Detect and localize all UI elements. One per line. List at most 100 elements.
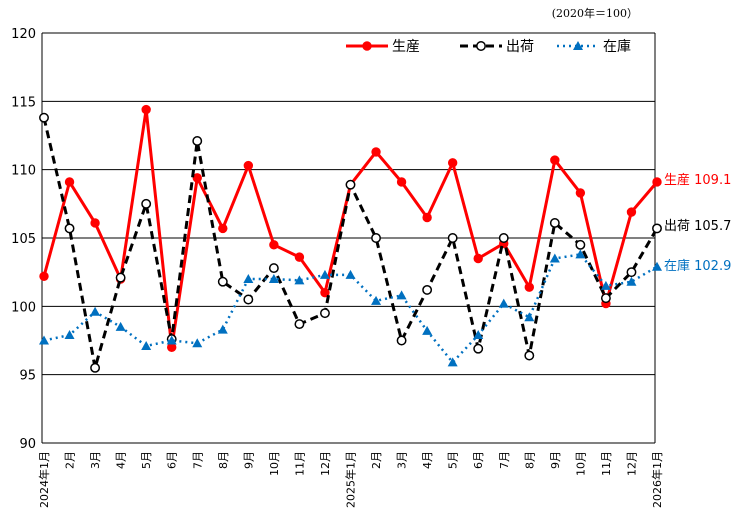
data-point-在庫 — [243, 274, 254, 283]
x-tick-label: 8月 — [217, 451, 230, 469]
series-line-出荷 — [42, 117, 659, 370]
data-point-在庫 — [473, 330, 484, 340]
data-point-在庫 — [115, 321, 126, 331]
x-tick-label: 10月 — [268, 451, 281, 476]
data-point-在庫 — [192, 338, 203, 348]
data-point-生産 — [371, 147, 381, 157]
x-tick-label: 9月 — [549, 451, 562, 469]
data-point-在庫 — [294, 275, 305, 285]
data-point-在庫 — [396, 290, 407, 300]
data-point-生産 — [422, 212, 432, 223]
x-tick-label: 7月 — [498, 451, 511, 469]
y-tick-label: 90 — [19, 437, 36, 452]
x-tick-label: 3月 — [396, 451, 409, 469]
data-point-生産 — [294, 252, 305, 262]
data-point-出荷 — [447, 233, 458, 243]
data-point-出荷 — [192, 136, 203, 146]
legend-marker-生産 — [362, 41, 372, 51]
data-point-生産 — [524, 282, 534, 292]
data-point-在庫 — [575, 249, 586, 259]
y-tick-label: 115 — [11, 95, 36, 110]
data-point-在庫 — [422, 325, 433, 335]
data-point-生産 — [39, 271, 49, 281]
data-point-生産 — [396, 177, 407, 187]
data-point-在庫 — [64, 330, 75, 340]
data-point-出荷 — [64, 223, 75, 234]
data-point-在庫 — [626, 276, 637, 286]
x-tick-label: 6月 — [472, 451, 485, 469]
end-labels: 生産 109.1 出荷 105.7 在庫 102.9 — [664, 172, 731, 274]
data-point-在庫 — [268, 274, 279, 283]
x-tick-label: 9月 — [242, 451, 255, 469]
data-point-在庫 — [319, 269, 330, 279]
data-point-出荷 — [600, 293, 611, 304]
data-point-生産 — [550, 155, 560, 165]
data-point-出荷 — [115, 272, 126, 283]
legend-label-在庫: 在庫 — [603, 38, 631, 55]
data-point-生産 — [90, 218, 100, 228]
legend-marker-在庫 — [573, 41, 583, 50]
base-year-note: (2020年＝100） — [552, 6, 638, 20]
grid-lines — [41, 32, 656, 444]
data-point-在庫 — [498, 298, 509, 308]
data-point-出荷 — [243, 294, 254, 305]
data-point-出荷 — [549, 218, 560, 228]
data-point-出荷 — [90, 362, 101, 373]
x-tick-label: 8月 — [523, 451, 536, 469]
y-tick-label: 110 — [11, 164, 36, 179]
data-point-出荷 — [396, 335, 407, 346]
legend: 生産 出荷 在庫 — [346, 38, 631, 55]
x-tick-label: 6月 — [166, 451, 179, 469]
data-point-生産 — [141, 104, 151, 115]
data-point-出荷 — [422, 284, 433, 295]
data-point-出荷 — [345, 179, 356, 190]
data-point-出荷 — [320, 308, 330, 319]
data-point-出荷 — [626, 267, 637, 278]
data-point-出荷 — [39, 112, 49, 123]
data-point-出荷 — [498, 233, 509, 243]
data-point-生産 — [243, 160, 254, 171]
data-point-出荷 — [371, 233, 381, 243]
x-tick-label: 7月 — [191, 451, 204, 469]
legend-label-出荷: 出荷 — [506, 39, 534, 55]
y-tick-label: 100 — [11, 300, 36, 315]
data-point-出荷 — [294, 319, 305, 330]
data-point-出荷 — [217, 276, 228, 287]
end-label-在庫: 在庫 102.9 — [664, 259, 731, 274]
data-point-在庫 — [166, 335, 177, 345]
data-point-在庫 — [371, 295, 382, 305]
y-tick-label: 120 — [11, 27, 36, 42]
data-point-在庫 — [524, 312, 535, 322]
data-point-在庫 — [652, 261, 662, 271]
x-tick-label: 2026年1月 — [650, 451, 664, 508]
end-label-出荷: 出荷 105.7 — [664, 219, 731, 234]
data-point-生産 — [652, 177, 662, 187]
x-tick-label: 11月 — [293, 451, 306, 476]
data-point-在庫 — [90, 306, 101, 316]
data-point-在庫 — [141, 340, 152, 350]
data-point-在庫 — [549, 253, 560, 263]
data-point-生産 — [320, 287, 330, 298]
x-axis: 2024年1月 2月 3月 4月 5月 6月 7月 8月 9月 10月 11月 12月 2025年1月 2… — [37, 451, 664, 508]
data-point-生産 — [473, 253, 483, 264]
x-tick-label: 3月 — [89, 451, 102, 469]
data-point-生産 — [447, 158, 458, 168]
x-tick-label: 2025年1月 — [344, 451, 358, 508]
legend-label-生産: 生産 — [392, 39, 420, 55]
data-point-生産 — [64, 177, 75, 187]
end-label-生産: 生産 109.1 — [664, 172, 731, 188]
x-tick-label: 11月 — [600, 451, 613, 476]
data-point-出荷 — [141, 198, 152, 209]
legend-marker-出荷 — [476, 41, 486, 51]
data-point-在庫 — [345, 269, 356, 279]
y-tick-label: 105 — [11, 232, 36, 247]
data-point-出荷 — [575, 239, 586, 250]
x-tick-label: 12月 — [625, 451, 638, 476]
y-axis: 90 95 100 105 110 115 120 — [11, 27, 36, 452]
data-point-在庫 — [447, 357, 458, 367]
x-tick-label: 12月 — [319, 451, 332, 476]
x-tick-label: 2024年1月 — [37, 451, 51, 508]
series-group — [39, 104, 662, 373]
data-point-生産 — [626, 207, 637, 217]
